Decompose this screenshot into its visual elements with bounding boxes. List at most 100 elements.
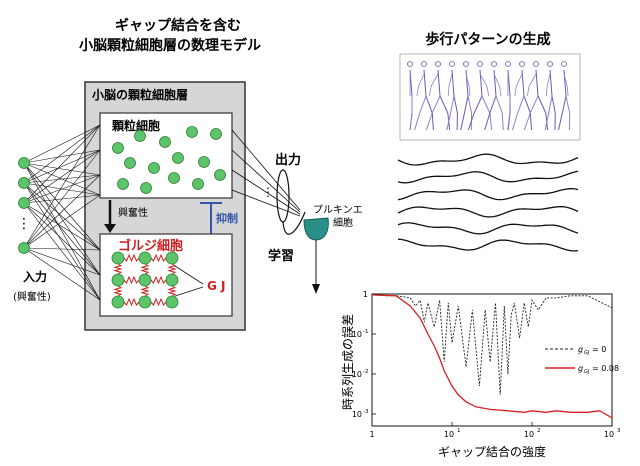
granule-cell xyxy=(140,182,152,194)
input-projections xyxy=(23,124,101,301)
time-series-line xyxy=(397,222,579,235)
legend-text0: = 0 xyxy=(592,345,606,354)
x-tick-label: 10 xyxy=(444,430,454,439)
legend-g1: g xyxy=(578,364,583,373)
gap-junction-v xyxy=(140,263,150,275)
stick-leg xyxy=(409,96,413,131)
purkinje-label-line2: 細胞 xyxy=(333,216,353,229)
stick-head xyxy=(533,61,539,67)
input-line xyxy=(23,162,101,301)
golgi-cell xyxy=(111,295,125,309)
learning-label: 学習 xyxy=(268,248,294,264)
stick-head xyxy=(449,61,455,67)
stick-leg xyxy=(558,95,567,131)
golgi-cell xyxy=(111,273,125,287)
input-line xyxy=(23,162,101,176)
x-tick-label: 1 xyxy=(369,430,374,439)
granule-cell xyxy=(198,156,210,168)
purkinje-axon-arrowhead xyxy=(312,284,320,294)
stick-leg xyxy=(551,95,556,131)
granule-cell xyxy=(172,152,184,164)
golgi-cell xyxy=(138,295,152,309)
input-line xyxy=(23,174,101,184)
x-tick-exp: 3 xyxy=(617,428,621,434)
gap-junction-h xyxy=(150,275,167,285)
input-sub-label: (興奮性) xyxy=(13,290,51,303)
input-cell xyxy=(18,177,30,189)
gap-junction-h xyxy=(150,253,167,263)
input-cells xyxy=(18,157,30,254)
stick-torso xyxy=(549,69,553,97)
gap-junction-v xyxy=(113,285,123,297)
stick-leg xyxy=(467,95,473,131)
gap-junction-v xyxy=(167,263,177,275)
y-tick-label: 10 xyxy=(352,410,362,419)
purkinje-label-line1: プルキンエ xyxy=(313,204,363,216)
stick-head xyxy=(491,61,497,67)
stick-leg xyxy=(544,95,553,131)
input-line xyxy=(23,124,101,164)
stick-leg xyxy=(453,95,458,131)
stick-leg xyxy=(414,95,427,131)
stick-arm xyxy=(545,73,551,97)
excitatory-label: 興奮性 xyxy=(118,206,148,219)
series-line-0 xyxy=(371,294,613,395)
stick-head xyxy=(505,61,511,67)
granule-cell xyxy=(186,126,198,138)
excitatory-arrowhead xyxy=(104,224,116,233)
stick-leg xyxy=(511,95,525,131)
stick-arm xyxy=(416,73,425,97)
gap-junction-h xyxy=(123,275,140,285)
input-dots: ⋮ xyxy=(17,216,31,232)
stick-torso xyxy=(437,69,441,97)
granule-cell xyxy=(210,128,222,140)
y-tick-label: 1 xyxy=(363,290,368,299)
series-line-1 xyxy=(371,294,613,419)
learning-arrow xyxy=(282,211,306,235)
golgi-cell xyxy=(138,251,152,265)
time-series-line xyxy=(397,238,579,252)
granular-layer-label: 小脳の顆粒細胞層 xyxy=(92,87,188,102)
stick-head xyxy=(561,61,567,67)
input-line xyxy=(23,202,101,251)
output-label: 出力 xyxy=(275,152,301,168)
granule-cell xyxy=(148,162,160,174)
golgi-network xyxy=(111,251,179,309)
gap-junction-v xyxy=(113,263,123,275)
time-series-line xyxy=(397,153,579,166)
stick-torso xyxy=(423,69,427,97)
granule-cell xyxy=(117,178,129,190)
time-series-line xyxy=(397,205,579,218)
chart-ticks: 1 10 1 10 2 10 310 -310 -210 -11 xyxy=(352,290,621,439)
legend-text1: = 0.08 xyxy=(592,364,619,373)
input-cell xyxy=(18,197,30,209)
input-cell xyxy=(18,157,30,169)
generated-time-series xyxy=(397,153,579,252)
left-title-line1: ギャップ結合を含む xyxy=(115,17,241,34)
gj-pointer-1 xyxy=(174,265,204,285)
y-tick-exp: -3 xyxy=(363,409,369,415)
chart-series xyxy=(371,294,613,419)
input-line xyxy=(23,247,101,276)
stick-head xyxy=(407,61,413,67)
error-chart: 1 10 1 10 2 10 310 -310 -210 -11 g GJ = 0 g GJ = … xyxy=(340,290,621,459)
stick-arm xyxy=(465,73,471,97)
stick-torso xyxy=(451,69,455,97)
stick-head xyxy=(547,61,553,67)
granule-cell-label: 顆粒細胞 xyxy=(112,118,160,133)
x-tick-label: 10 xyxy=(524,430,534,439)
output-dots: ⋮ xyxy=(262,185,274,199)
stick-head xyxy=(435,61,441,67)
y-tick-exp: -1 xyxy=(363,329,368,335)
gap-junction-h xyxy=(150,297,167,307)
chart-plot-area xyxy=(371,293,613,427)
gap-junction-v xyxy=(167,285,177,297)
input-line xyxy=(23,124,101,184)
golgi-cell xyxy=(165,295,179,309)
inhibition-label: 抑制 xyxy=(216,211,238,225)
stick-arm xyxy=(447,73,453,97)
input-line xyxy=(23,124,101,204)
purkinje-cell xyxy=(303,217,329,241)
stick-arm xyxy=(428,73,439,97)
input-line xyxy=(23,247,101,251)
